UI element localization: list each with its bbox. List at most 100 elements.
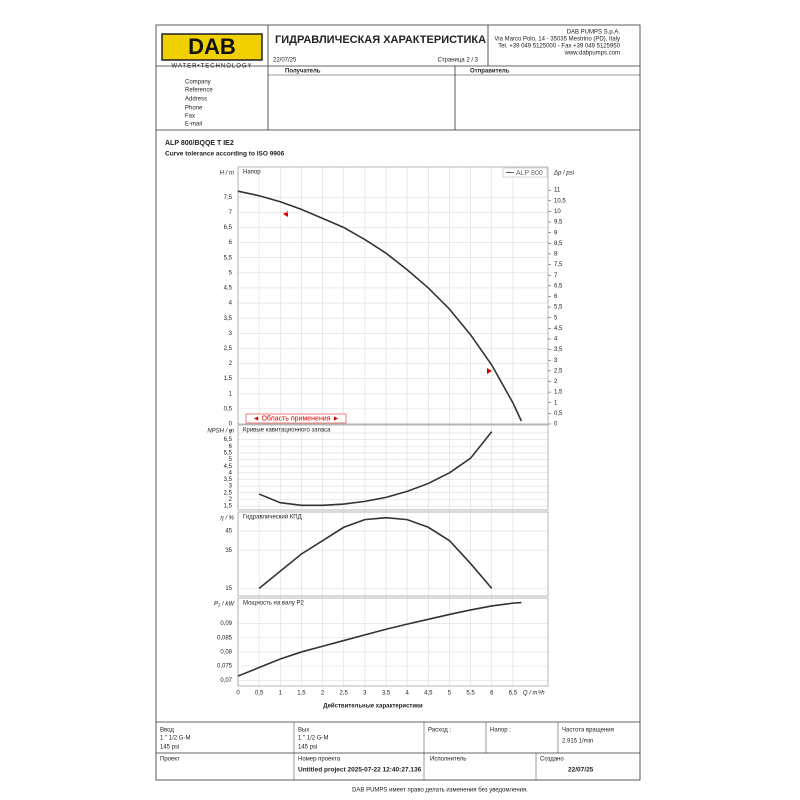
y-tick-label: 0,085 xyxy=(217,635,233,641)
range-marker xyxy=(283,211,288,217)
y-tick-label: 1 xyxy=(229,391,233,397)
y-tick-label: 0,075 xyxy=(217,664,233,670)
y2-tick-label: 10 xyxy=(554,209,561,215)
field: Reference xyxy=(185,88,213,94)
y2-tick-label: 3 xyxy=(554,358,558,364)
y-tick-label: 5,5 xyxy=(224,255,233,261)
y-tick-label: 7 xyxy=(229,210,233,216)
y-tick-label: 6,5 xyxy=(224,225,233,231)
field: Phone xyxy=(185,106,203,112)
cell: Проект xyxy=(160,757,180,763)
cell: Номер проекта xyxy=(298,757,341,763)
y-tick-label: 2 xyxy=(229,497,233,503)
cell: Напор : xyxy=(490,728,511,734)
cell: Untitled project 2025-07-22 12:40:27.136 xyxy=(298,767,422,774)
y2-tick-label: 2,5 xyxy=(554,368,563,374)
y-tick-label: 5,5 xyxy=(224,450,233,456)
range-marker xyxy=(487,368,492,374)
curve xyxy=(237,190,523,422)
address: Via Marco Polo, 14 - 35035 Mestrino (PD)… xyxy=(494,37,620,43)
logo-box xyxy=(161,33,263,61)
y-tick-label: 6,5 xyxy=(224,437,233,443)
y-tick-label: 3,5 xyxy=(224,316,233,322)
cell: 2.915 1/min xyxy=(562,739,593,745)
doc-title: ГИДРАВЛИЧЕСКАЯ ХАРАКТЕРИСТИКА xyxy=(275,34,486,46)
y2-tick-label: 8 xyxy=(554,252,558,258)
address: DAB PUMPS S.p.A. xyxy=(567,30,621,36)
y-tick-label: 45 xyxy=(225,529,232,535)
x-label: Действительные характеристики xyxy=(323,703,423,710)
cell: Частота вращения xyxy=(562,728,614,734)
address: www.dabpumps.com xyxy=(564,51,620,57)
y2-tick-label: 9,5 xyxy=(554,220,563,226)
plot-frame xyxy=(237,511,549,597)
plot-frame xyxy=(237,166,549,425)
y-tick-label: 4 xyxy=(229,470,233,476)
curve xyxy=(237,601,522,677)
cell: Исполнитель xyxy=(430,757,466,763)
x-tick-label: 5,5 xyxy=(466,691,475,697)
y-tick-label: 0,5 xyxy=(224,406,233,412)
y-tick-label: 1,5 xyxy=(224,376,233,382)
x-tick-label: 0,5 xyxy=(255,691,264,697)
legend-entry: ALP 800 xyxy=(516,170,543,177)
y-tick-label: 5 xyxy=(229,270,233,276)
y2-tick-label: 4 xyxy=(554,337,558,343)
y-tick-label: 3 xyxy=(229,484,233,490)
x-tick-label: 0 xyxy=(236,691,240,697)
recipient: Получатель xyxy=(285,69,321,75)
cell: Расход : xyxy=(428,728,451,734)
y2-tick-label: 8,5 xyxy=(554,241,563,247)
x-tick-label: 2 xyxy=(321,691,325,697)
y-tick-label: 6 xyxy=(229,240,233,246)
y-tick-label: 0,09 xyxy=(220,621,232,627)
y-tick-label: 7 xyxy=(229,431,233,437)
y2-tick-label: 10,5 xyxy=(554,198,566,204)
y2-tick-label: 5,5 xyxy=(554,305,563,311)
x-tick-label: 1,5 xyxy=(297,691,306,697)
annotation: ◄ Область применения ► xyxy=(253,414,340,422)
cell: Создано xyxy=(540,757,564,763)
y-tick-label: 2,5 xyxy=(224,490,233,496)
note: DAB PUMPS имеет право делать изменения б… xyxy=(352,788,528,794)
y-tick-label: 7,5 xyxy=(224,195,233,201)
x-tick-label: 3 xyxy=(363,691,367,697)
y2-tick-label: 6,5 xyxy=(554,283,563,289)
chart-label: Гидравлический КПД xyxy=(243,514,302,521)
y-tick-label: 2 xyxy=(229,361,233,367)
y2-label: Δp / psi xyxy=(553,171,575,177)
cell: 1 " 1/2 G-M xyxy=(160,736,190,742)
y2-tick-label: 4,5 xyxy=(554,326,563,332)
y2-tick-label: 1 xyxy=(554,400,558,406)
y-tick-label: 4,5 xyxy=(224,464,233,470)
cell: 1 " 1/2 G-M xyxy=(298,736,328,742)
page-frame xyxy=(155,24,641,781)
cell: 145 psi xyxy=(160,745,179,751)
y2-tick-label: 11 xyxy=(554,188,561,194)
legend-box xyxy=(502,167,548,178)
y2-tick-label: 7,5 xyxy=(554,262,563,268)
x-tick-label: 6,5 xyxy=(509,691,518,697)
chart-label: Кривые кавитационного запаса xyxy=(243,428,331,434)
x-tick-label: 4 xyxy=(405,691,409,697)
y2-tick-label: 2 xyxy=(554,379,558,385)
y-tick-label: 6 xyxy=(229,444,233,450)
field: E-mail xyxy=(185,122,202,128)
y2-tick-label: 0,5 xyxy=(554,411,563,417)
page-number: Страница 2 / 3 xyxy=(437,58,478,64)
annotation-box xyxy=(245,413,347,424)
y2-tick-label: 1,5 xyxy=(554,390,563,396)
y-tick-label: 35 xyxy=(225,548,232,554)
field: Company xyxy=(185,80,211,86)
cell: 145 psi xyxy=(298,745,317,751)
x-tick-label: 1 xyxy=(279,691,283,697)
y-label: η / % xyxy=(220,516,234,522)
date: 22/07/25 xyxy=(273,58,297,64)
curve xyxy=(258,431,493,507)
cell: 22/07/25 xyxy=(568,767,594,774)
x-unit: Q / m³/h xyxy=(523,691,545,697)
cell: Ввод xyxy=(160,728,174,734)
y-tick-label: 3 xyxy=(229,331,233,337)
y-tick-label: 2,5 xyxy=(224,346,233,352)
